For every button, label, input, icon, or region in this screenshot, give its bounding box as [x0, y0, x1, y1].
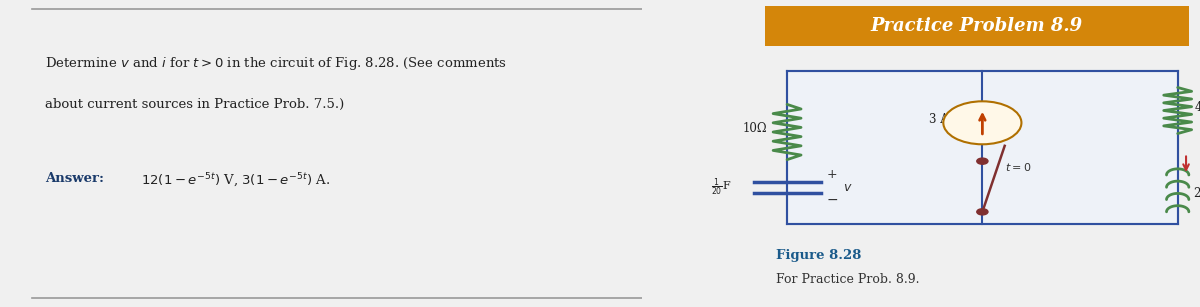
Text: $\frac{1}{20}$F: $\frac{1}{20}$F [710, 177, 731, 198]
Circle shape [943, 101, 1021, 144]
Text: Practice Problem 8.9: Practice Problem 8.9 [871, 17, 1082, 35]
Text: −: − [826, 192, 838, 207]
Text: 3 A: 3 A [929, 113, 949, 126]
Circle shape [977, 158, 988, 164]
Bar [787, 71, 1177, 224]
Text: For Practice Prob. 8.9.: For Practice Prob. 8.9. [776, 273, 919, 286]
Text: $12(1 - e^{-5t})$ V, $3(1 - e^{-5t})$ A.: $12(1 - e^{-5t})$ V, $3(1 - e^{-5t})$ A. [142, 172, 330, 190]
Text: about current sources in Practice Prob. 7.5.): about current sources in Practice Prob. … [44, 98, 344, 111]
FancyBboxPatch shape [764, 6, 1189, 46]
Text: 4Ω: 4Ω [1194, 101, 1200, 114]
Circle shape [977, 209, 988, 215]
Text: 10Ω: 10Ω [743, 122, 768, 135]
Text: Figure 8.28: Figure 8.28 [776, 249, 862, 262]
Text: Determine $v$ and $i$ for $t > 0$ in the circuit of Fig. 8.28. (See comments: Determine $v$ and $i$ for $t > 0$ in the… [44, 55, 506, 72]
Text: +: + [826, 169, 836, 181]
Text: $t=0$: $t=0$ [1004, 161, 1031, 173]
Text: 2 H: 2 H [1194, 187, 1200, 200]
Text: Answer:: Answer: [44, 172, 104, 185]
Text: $v$: $v$ [842, 181, 852, 194]
